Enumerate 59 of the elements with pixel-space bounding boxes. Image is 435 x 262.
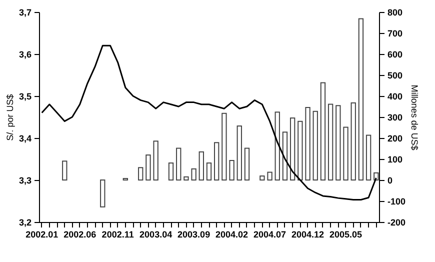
y2-tick-label: 300 (388, 112, 403, 122)
bar (222, 112, 227, 180)
bar (198, 151, 204, 180)
bar (328, 104, 334, 180)
y2-tick-label: 400 (388, 92, 403, 102)
bar (274, 112, 280, 180)
y2-tick-label: 200 (388, 134, 403, 144)
x-tick-label: 2004.12 (291, 230, 324, 240)
bar (62, 160, 68, 180)
y2-tick-label: 100 (388, 154, 403, 164)
x-tick-label: 2005.05 (329, 230, 362, 240)
y-tick-label: 3,2 (18, 218, 32, 228)
x-tick-label: 2004.02 (216, 230, 248, 240)
bar (206, 162, 212, 180)
bar (214, 142, 220, 180)
x-tick-label: 2003.09 (178, 230, 210, 240)
bar (282, 132, 288, 180)
bar (305, 107, 310, 180)
y-tick-label: 3,4 (18, 134, 32, 144)
bar (343, 126, 348, 180)
x-tick-label: 2002.06 (64, 230, 96, 240)
y-tick-label: 3,5 (18, 92, 32, 102)
bar (350, 102, 356, 180)
bar (366, 134, 372, 180)
bar (244, 148, 250, 180)
bar (236, 126, 242, 180)
y-tick-label: 3,6 (18, 50, 32, 60)
y2-tick-label: 0 (388, 176, 393, 186)
bar (358, 18, 364, 180)
x-tick-label: 2004.07 (254, 230, 286, 240)
y2-tick-label: 700 (388, 28, 403, 38)
bar (138, 167, 144, 180)
y2-axis-title: Millones de US$ (410, 84, 420, 150)
x-tick-label: 2002.11 (102, 230, 134, 240)
bar (176, 148, 182, 180)
x-tick-label: 2002.01 (26, 230, 58, 240)
y-tick-label: 3,7 (18, 8, 32, 18)
bar (153, 140, 158, 180)
bar (168, 162, 174, 180)
bar (336, 105, 341, 180)
y2-tick-label: 600 (388, 50, 403, 60)
bar (267, 172, 272, 180)
bar (229, 160, 234, 180)
bar (298, 120, 303, 180)
bar (290, 118, 296, 180)
bar (312, 110, 318, 180)
bar (184, 176, 189, 180)
x-tick-label: 2003.04 (140, 230, 172, 240)
y-axis-title: S/. por US$ (4, 94, 15, 141)
y2-tick-label: 800 (388, 8, 403, 18)
bar (320, 82, 326, 180)
bar (100, 180, 106, 208)
bar (260, 176, 265, 180)
bar (191, 168, 196, 180)
bar (146, 154, 151, 180)
y2-tick-label: 500 (388, 70, 403, 80)
y2-tick-label: -200 (388, 218, 406, 228)
y-tick-label: 3,3 (18, 176, 32, 186)
y2-tick-label: -100 (388, 196, 406, 206)
